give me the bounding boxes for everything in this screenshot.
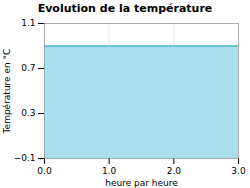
svg-text:heure par heure: heure par heure	[105, 178, 178, 188]
svg-text:Température en °C: Température en °C	[2, 49, 12, 135]
svg-text:0.7: 0.7	[21, 63, 35, 73]
svg-text:2.0: 2.0	[167, 166, 182, 176]
html-text:Evolution de la température: Evolution de la température	[37, 2, 213, 15]
svg-text:−0.1: −0.1	[14, 153, 36, 163]
svg-text:3.0: 3.0	[231, 166, 246, 176]
svg-text:1.1: 1.1	[21, 18, 35, 28]
svg-text:0.3: 0.3	[21, 108, 35, 118]
svg-text:1.0: 1.0	[102, 166, 117, 176]
svg-text:0.0: 0.0	[37, 166, 52, 176]
